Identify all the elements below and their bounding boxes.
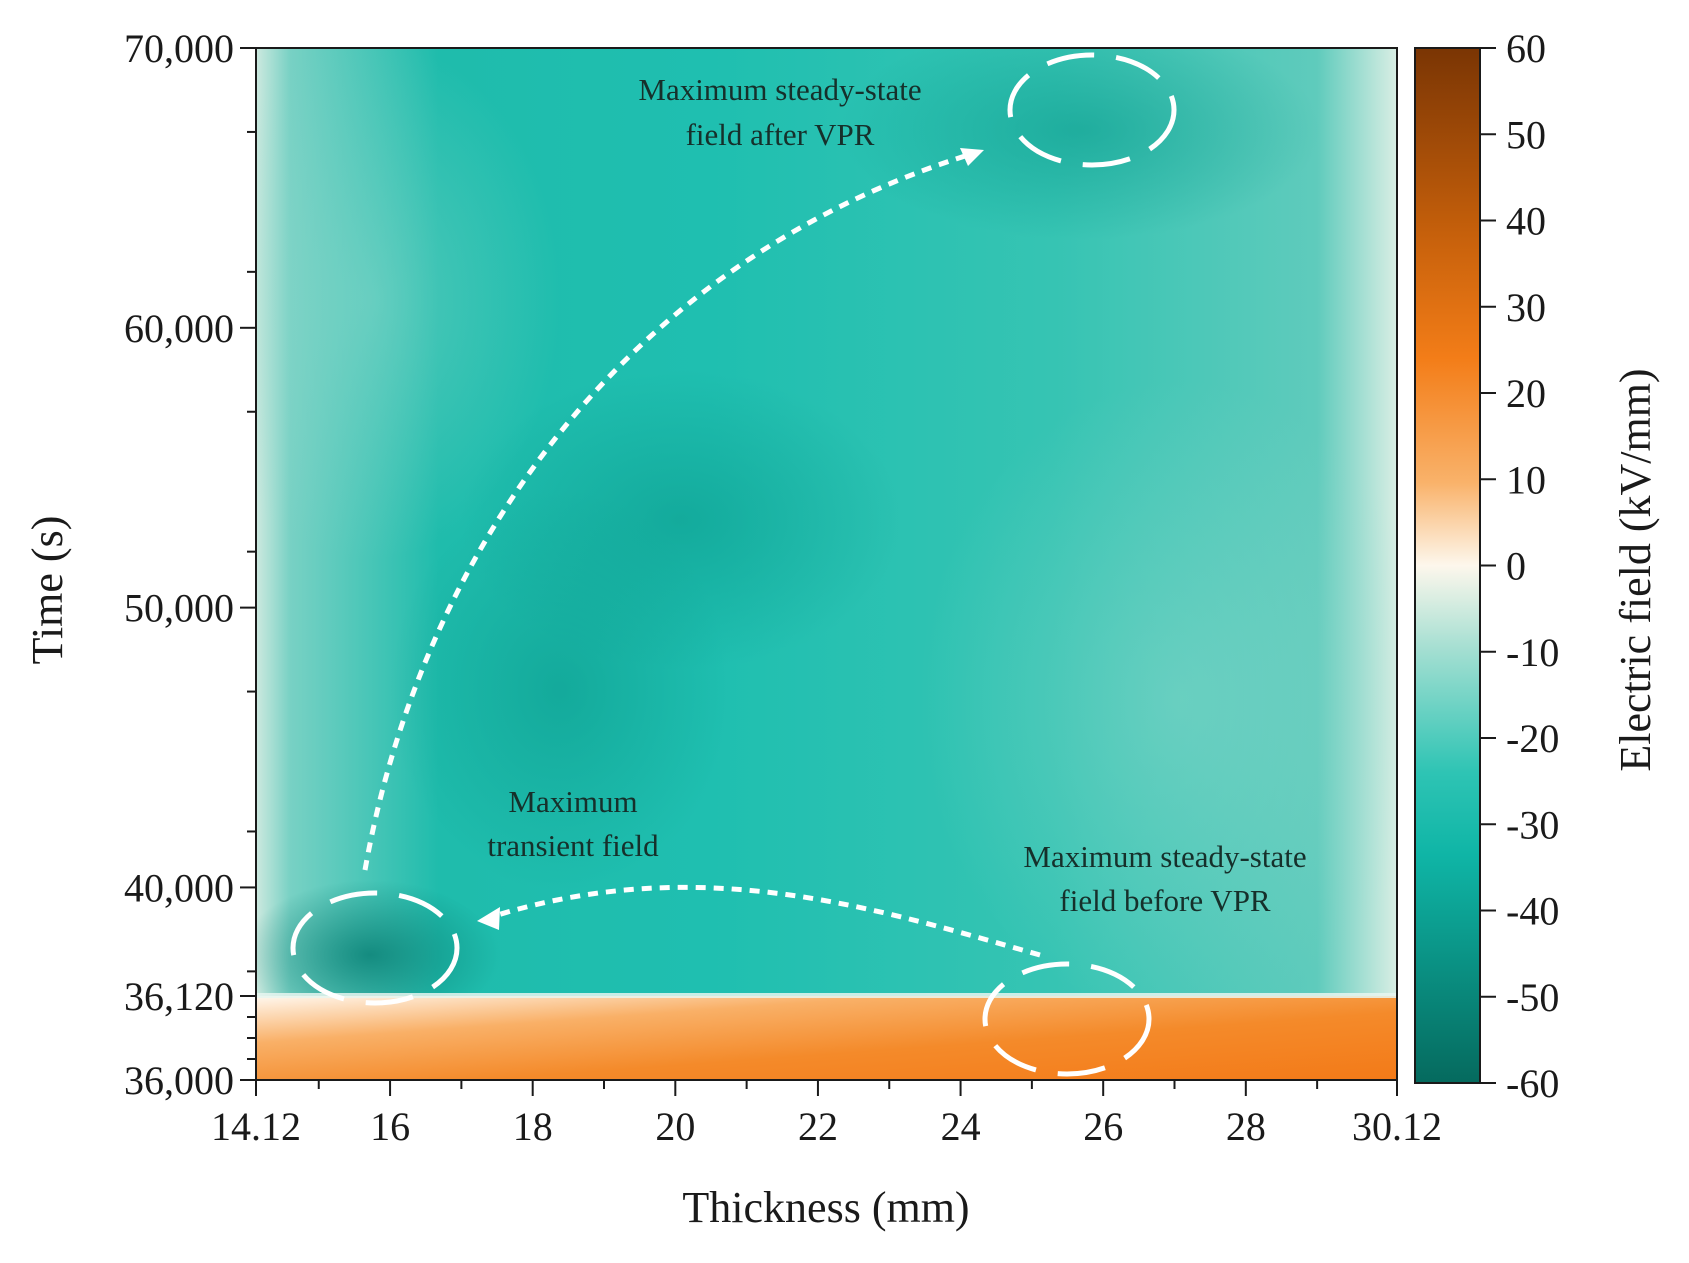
y-tick-label: 36,120: [124, 974, 234, 1019]
colorbar-tick-label: -10: [1506, 630, 1559, 675]
y-tick-label: 40,000: [124, 865, 234, 910]
colorbar-tick-label: 40: [1506, 199, 1546, 244]
x-tick-label: 16: [370, 1104, 410, 1149]
plot-frame: [255, 47, 1398, 1081]
x-axis-title: Thickness (mm): [682, 1183, 969, 1232]
annotation-before-vpr-line2: field before VPR: [1059, 883, 1271, 918]
y-tick-label: 50,000: [124, 586, 234, 631]
heatmap-light-region-upper-left: [256, 48, 560, 560]
heatmap-dark-region-left: [390, 490, 730, 890]
y-tick-label: 36,000: [124, 1058, 234, 1103]
colorbar-ticks: 60 50 40 30 20 10 0 -10 -20 -30 -40 -50 -60: [1480, 26, 1559, 1106]
colorbar: [1414, 47, 1481, 1084]
colorbar-tick-label: -50: [1506, 975, 1559, 1020]
x-tick-label: 26: [1083, 1104, 1123, 1149]
annotation-ellipse-before-vpr: [982, 961, 1152, 1077]
y-axis-ticks: 36,000 36,120 40,000 50,000 60,000 70,000: [124, 26, 256, 1103]
colorbar-tick-label: 50: [1506, 112, 1546, 157]
x-tick-label: 24: [941, 1104, 981, 1149]
x-tick-label: 20: [655, 1104, 695, 1149]
x-tick-label: 28: [1226, 1104, 1266, 1149]
colorbar-tick-label: 30: [1506, 285, 1546, 330]
annotation-before-vpr-line1: Maximum steady-state: [1023, 839, 1306, 874]
x-axis-ticks: 14.12 16 18 20 22 24 26 28 30.12: [211, 1080, 1442, 1149]
colorbar-tick-label: 20: [1506, 371, 1546, 416]
annotation-transient-line2: transient field: [487, 828, 659, 863]
heatmap: [256, 48, 1397, 1080]
x-tick-label: 18: [513, 1104, 553, 1149]
heatmap-transition-line: [256, 993, 1397, 998]
annotation-transient-line1: Maximum: [508, 784, 637, 819]
y-tick-label: 70,000: [124, 26, 234, 71]
y-tick-label: 60,000: [124, 306, 234, 351]
arrow-before-vpr-to-transient: [487, 884, 1041, 958]
x-tick-label: 14.12: [211, 1104, 301, 1149]
colorbar-tick-label: -60: [1506, 1061, 1559, 1106]
x-tick-label: 30.12: [1352, 1104, 1442, 1149]
arrow-head-after-vpr: [960, 148, 984, 166]
x-tick-label: 22: [798, 1104, 838, 1149]
y-axis-title: Time (s): [23, 516, 72, 665]
colorbar-title: Electric field (kV/mm): [1611, 368, 1660, 771]
heatmap-dark-region-top: [840, 48, 1320, 240]
annotation-ellipse-transient: [290, 890, 460, 1006]
colorbar-tick-label: 60: [1506, 26, 1546, 71]
colorbar-tick-label: 0: [1506, 544, 1526, 589]
arrow-transient-to-after-vpr: [362, 149, 979, 871]
colorbar-tick-label: 10: [1506, 457, 1546, 502]
heatmap-light-region-right: [920, 380, 1397, 1020]
colorbar-tick-label: -40: [1506, 889, 1559, 934]
annotation-after-vpr-line2: field after VPR: [686, 117, 875, 152]
arrow-head-transient: [477, 907, 500, 930]
annotation-ellipse-after-vpr: [1007, 52, 1177, 168]
annotation-after-vpr-line1: Maximum steady-state: [638, 72, 921, 107]
heatmap-region-before-vpr: [256, 996, 1397, 1080]
colorbar-tick-label: -30: [1506, 802, 1559, 847]
heatmap-transient-max-spot: [256, 880, 500, 1030]
colorbar-tick-label: -20: [1506, 716, 1559, 761]
